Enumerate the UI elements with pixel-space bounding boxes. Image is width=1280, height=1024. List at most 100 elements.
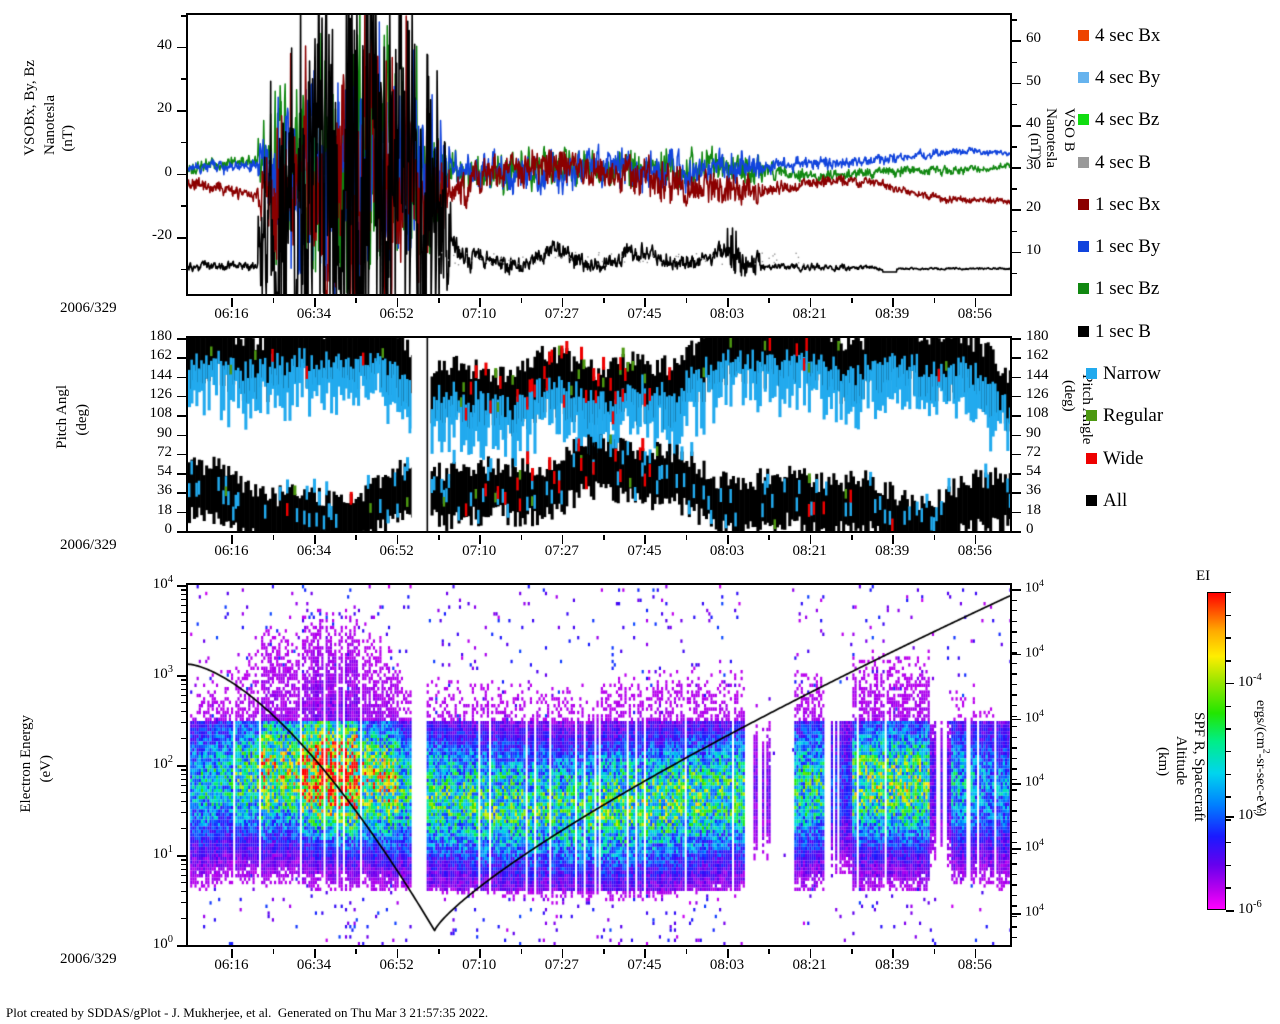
axis-tick [1226, 910, 1231, 912]
axis-tick [974, 535, 977, 544]
axis-tick [1012, 842, 1017, 844]
axis-tick [177, 473, 186, 475]
axis-tick-label: 104 [1025, 578, 1044, 596]
axis-tick [1012, 915, 1017, 918]
axis-tick [1226, 796, 1231, 798]
axis-tick-label: 08:21 [792, 543, 827, 559]
axis-tick [1012, 641, 1017, 644]
legend-item-label: Regular [1103, 405, 1164, 427]
axis-tick-label: 126 [149, 385, 173, 402]
axis-tick [644, 535, 647, 544]
axis-tick [1012, 272, 1017, 275]
axis-tick [181, 792, 186, 794]
axis-tick [272, 949, 275, 954]
axis-tick [181, 827, 186, 830]
legend-item-label: Wide [1103, 447, 1144, 469]
p3-ylabel-right-line2: Altitude [1173, 736, 1189, 786]
axis-tick [974, 949, 977, 958]
axis-tick [1226, 682, 1231, 685]
axis-tick [231, 949, 234, 958]
axis-tick-label: 08:39 [875, 306, 910, 322]
axis-tick-label: 07:45 [627, 306, 662, 322]
axis-tick [1012, 873, 1017, 876]
axis-tick-label: 07:27 [544, 306, 579, 322]
axis-tick [520, 298, 523, 303]
axis-tick [1012, 715, 1017, 717]
axis-tick [1012, 473, 1021, 475]
axis-tick [177, 338, 186, 340]
axis-tick [1012, 894, 1017, 897]
legend-item-1-sec-by[interactable]: 1 sec By [1078, 225, 1278, 267]
axis-tick [727, 535, 729, 544]
axis-tick-label: 10-5 [1238, 805, 1262, 824]
legend-item-4-sec-bz[interactable]: 4 sec Bz [1078, 99, 1278, 141]
axis-tick [181, 769, 186, 771]
legend-item-regular[interactable]: Regular [1078, 395, 1278, 437]
axis-tick [727, 298, 729, 307]
axis-tick-label: 06:16 [214, 543, 249, 559]
axis-tick [685, 298, 688, 303]
legend-item-all[interactable]: All [1078, 479, 1278, 521]
axis-tick [1226, 592, 1231, 594]
axis-tick [181, 173, 186, 176]
axis-tick [1012, 230, 1017, 233]
legend-item-label: 1 sec B [1095, 320, 1151, 342]
legend-item-wide[interactable]: Wide [1078, 437, 1278, 479]
axis-tick [1012, 146, 1017, 148]
axis-tick [479, 535, 481, 544]
axis-tick [809, 949, 812, 958]
axis-tick [1012, 188, 1017, 190]
legend-swatch-icon [1078, 114, 1089, 126]
axis-tick [1012, 653, 1021, 656]
legend-item-1-sec-bz[interactable]: 1 sec Bz [1078, 268, 1278, 310]
axis-tick-label: 06:52 [379, 306, 414, 322]
axis-tick [1012, 61, 1017, 64]
legend-item-4-sec-bx[interactable]: 4 sec Bx [1078, 14, 1278, 56]
axis-tick-label: 10-6 [1238, 899, 1262, 917]
legend-item-label: 4 sec B [1095, 151, 1151, 173]
axis-tick [181, 78, 186, 80]
axis-tick [1226, 660, 1231, 662]
legend-item-1-sec-bx[interactable]: 1 sec Bx [1078, 183, 1278, 225]
axis-tick [181, 598, 186, 601]
axis-tick-label: 104 [1025, 772, 1044, 791]
legend-swatch-icon [1078, 156, 1089, 168]
axis-tick [272, 298, 275, 303]
axis-tick [603, 298, 605, 303]
p2-date-label: 2006/329 [60, 537, 117, 553]
axis-tick [1012, 124, 1017, 127]
p2-ylabel-left-line2: (deg) [74, 404, 90, 436]
axis-tick-label: 101 [152, 844, 173, 862]
axis-tick [1012, 778, 1017, 781]
axis-tick [1226, 637, 1231, 639]
legend-item-1-sec-b[interactable]: 1 sec B [1078, 310, 1278, 352]
axis-tick-label: 54 [1026, 463, 1041, 480]
axis-tick [181, 702, 186, 704]
axis-tick [1012, 167, 1017, 169]
axis-tick-label: 06:16 [214, 306, 249, 322]
axis-tick [177, 357, 186, 359]
axis-tick [603, 535, 605, 540]
axis-tick [181, 620, 186, 623]
axis-tick-label: 126 [1026, 385, 1049, 402]
axis-tick [1012, 357, 1021, 359]
axis-tick-label: 50 [1026, 72, 1041, 89]
axis-tick [1012, 599, 1017, 601]
axis-tick [181, 632, 186, 634]
axis-tick [181, 737, 186, 740]
axis-tick [177, 415, 186, 417]
axis-tick-label: 06:16 [214, 957, 249, 973]
axis-tick [1012, 103, 1017, 106]
axis-tick-label: 104 [1025, 902, 1044, 920]
axis-tick [396, 535, 399, 544]
axis-tick [181, 46, 186, 49]
axis-tick [181, 710, 186, 713]
axis-tick [177, 434, 186, 437]
axis-tick [1012, 821, 1017, 823]
axis-tick [177, 675, 186, 677]
legend-item-4-sec-by[interactable]: 4 sec By [1078, 56, 1278, 98]
legend-item-narrow[interactable]: Narrow [1078, 352, 1278, 394]
axis-tick [1012, 913, 1021, 915]
axis-tick [181, 236, 186, 239]
legend-item-4-sec-b[interactable]: 4 sec B [1078, 141, 1278, 183]
